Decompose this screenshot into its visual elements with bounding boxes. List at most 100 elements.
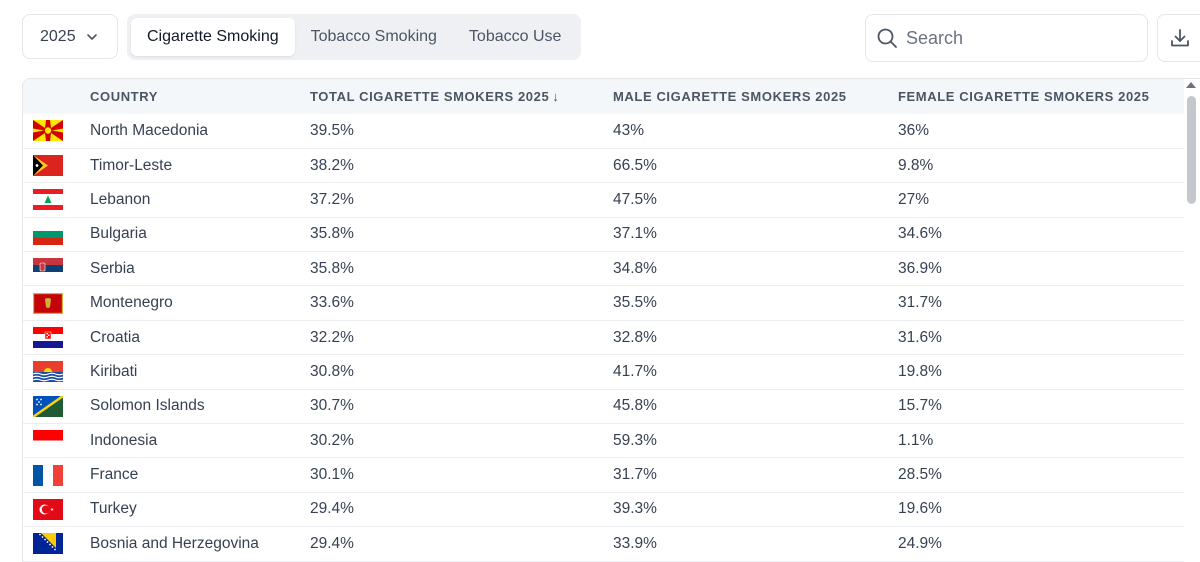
data-table-container: COUNTRY TOTAL CIGARETTE SMOKERS 2025 ↓ MA… [22,78,1200,562]
cell-country: Serbia [90,259,135,277]
table-row[interactable]: Indonesia 30.2% 59.3% 1.1% [23,424,1185,458]
cell-country: Lebanon [90,190,151,208]
data-table: COUNTRY TOTAL CIGARETTE SMOKERS 2025 ↓ MA… [23,79,1185,562]
cell-country: Kiribati [90,362,138,380]
kiribati-flag-icon [33,361,63,383]
cell-male: 33.9% [613,534,657,552]
cell-country: Timor-Leste [90,156,173,174]
table-row[interactable]: Serbia 35.8% 34.8% 36.9% [23,252,1185,286]
table-row[interactable]: Lebanon 37.2% 47.5% 27% [23,183,1185,218]
cell-male: 31.7% [613,466,657,484]
indonesia-flag-icon [33,430,63,452]
flag-column-header [23,79,90,114]
download-button[interactable] [1157,14,1200,62]
table-row[interactable]: Bulgaria 35.8% 37.1% 34.6% [23,217,1185,252]
search-input[interactable] [906,27,1126,49]
cell-female: 15.7% [898,397,942,415]
cell-total: 32.2% [310,328,354,346]
serbia-flag-icon [33,258,63,280]
north-macedonia-flag-icon [33,120,63,142]
scroll-up-arrow-icon[interactable] [1186,82,1196,88]
cell-country: North Macedonia [90,121,209,139]
tab-cigarette-smoking[interactable]: Cigarette Smoking [131,18,295,56]
cell-female: 9.8% [898,156,934,174]
cell-female: 1.1% [898,431,934,449]
metric-tabs: Cigarette Smoking Tobacco Smoking Tobacc… [127,14,581,60]
cell-total: 39.5% [310,121,354,139]
turkey-flag-icon [33,498,63,520]
cell-male: 39.3% [613,500,657,518]
bosnia-and-herzegovina-flag-icon [33,533,63,555]
download-icon [1171,29,1189,47]
column-header-total[interactable]: TOTAL CIGARETTE SMOKERS 2025 ↓ [310,89,560,104]
cell-total: 30.8% [310,362,354,380]
year-select-value: 2025 [40,27,76,45]
cell-male: 37.1% [613,225,657,243]
cell-female: 34.6% [898,225,942,243]
cell-male: 43% [613,121,645,139]
tab-tobacco-use[interactable]: Tobacco Use [468,28,562,45]
toolbar: 2025 Cigarette Smoking Tobacco Smoking T… [0,0,1200,78]
solomon-islands-flag-icon [33,395,63,417]
cell-male: 59.3% [613,431,657,449]
cell-total: 30.2% [310,431,354,449]
montenegro-flag-icon [33,292,63,314]
table-row[interactable]: North Macedonia 39.5% 43% 36% [23,114,1185,149]
table-row[interactable]: Montenegro 33.6% 35.5% 31.7% [23,286,1185,321]
cell-female: 36.9% [898,259,942,277]
cell-male: 41.7% [613,362,657,380]
table-row[interactable]: Bosnia and Herzegovina 29.4% 33.9% 24.9% [23,527,1185,562]
sort-desc-icon: ↓ [552,89,560,104]
cell-male: 32.8% [613,328,657,346]
cell-total: 30.1% [310,466,354,484]
cell-female: 19.8% [898,362,942,380]
cell-female: 24.9% [898,534,942,552]
cell-country: Bulgaria [90,225,147,243]
search-box[interactable] [865,14,1148,62]
column-header-country[interactable]: COUNTRY [90,89,158,104]
year-select[interactable]: 2025 [22,14,118,59]
cell-country: Indonesia [90,431,158,449]
column-header-male[interactable]: MALE CIGARETTE SMOKERS 2025 [613,89,847,104]
cell-female: 31.6% [898,328,942,346]
table-row[interactable]: Kiribati 30.8% 41.7% 19.8% [23,355,1185,390]
scrollbar-thumb[interactable] [1187,96,1196,204]
table-row[interactable]: France 30.1% 31.7% 28.5% [23,458,1185,493]
table-header-row: COUNTRY TOTAL CIGARETTE SMOKERS 2025 ↓ MA… [23,79,1185,114]
france-flag-icon [33,464,63,486]
cell-country: France [90,466,139,484]
cell-total: 38.2% [310,156,354,174]
timor-leste-flag-icon [33,155,63,177]
table-row[interactable]: Croatia 32.2% 32.8% 31.6% [23,320,1185,355]
cell-male: 66.5% [613,156,657,174]
cell-female: 36% [898,121,930,139]
tab-tobacco-smoking[interactable]: Tobacco Smoking [310,28,437,45]
cell-total: 29.4% [310,500,354,518]
cell-female: 27% [898,190,930,208]
cell-country: Bosnia and Herzegovina [90,534,259,552]
column-header-female[interactable]: FEMALE CIGARETTE SMOKERS 2025 [898,89,1150,104]
cell-male: 35.5% [613,294,657,312]
bulgaria-flag-icon [33,223,63,245]
cell-total: 35.8% [310,225,354,243]
cell-male: 45.8% [613,397,657,415]
table-row[interactable]: Turkey 29.4% 39.3% 19.6% [23,492,1185,527]
cell-total: 30.7% [310,397,354,415]
cell-total: 35.8% [310,259,354,277]
table-row[interactable]: Solomon Islands 30.7% 45.8% 15.7% [23,389,1185,424]
cell-female: 31.7% [898,294,942,312]
lebanon-flag-icon [33,189,63,211]
cell-male: 34.8% [613,259,657,277]
cell-total: 33.6% [310,294,354,312]
cell-female: 19.6% [898,500,942,518]
cell-country: Solomon Islands [90,397,205,415]
search-icon [877,28,897,48]
cell-male: 47.5% [613,190,657,208]
chevron-down-icon [87,34,97,40]
cell-total: 29.4% [310,534,354,552]
cell-total: 37.2% [310,190,354,208]
cell-country: Croatia [90,328,140,346]
cell-female: 28.5% [898,466,942,484]
table-row[interactable]: Timor-Leste 38.2% 66.5% 9.8% [23,148,1185,183]
cell-country: Turkey [90,500,137,518]
